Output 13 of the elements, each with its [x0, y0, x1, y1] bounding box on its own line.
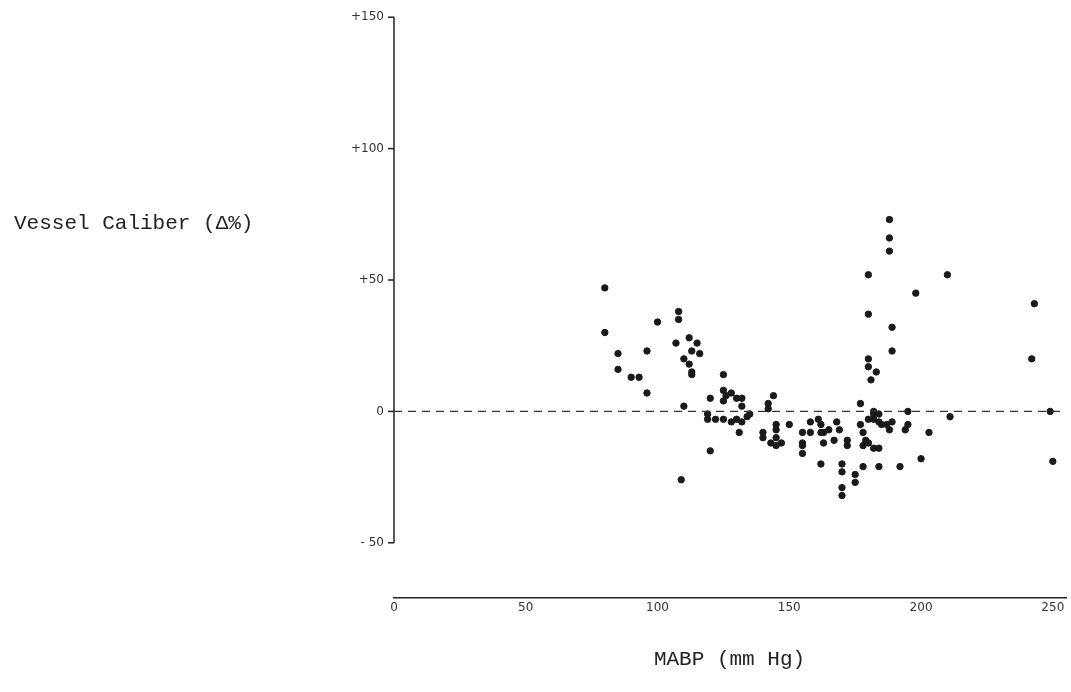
y-axis-title: Vessel Caliber (Δ%): [14, 212, 254, 235]
x-tick-label: 150: [777, 600, 801, 615]
y-tick-label: +50: [358, 272, 384, 287]
x-tick-label: 100: [646, 600, 669, 615]
y-tick-label: +100: [351, 140, 384, 155]
x-axis-title: MABP (mm Hg): [652, 648, 807, 671]
x-tick-label: 250: [1041, 600, 1065, 615]
y-tick-label: 0: [376, 403, 384, 418]
x-tick-label: 50: [518, 600, 534, 615]
y-tick-label: - 50: [360, 534, 384, 549]
x-tick-label: 0: [390, 600, 398, 615]
x-tick-label: 200: [909, 600, 933, 615]
y-tick-label: +150: [351, 9, 384, 24]
